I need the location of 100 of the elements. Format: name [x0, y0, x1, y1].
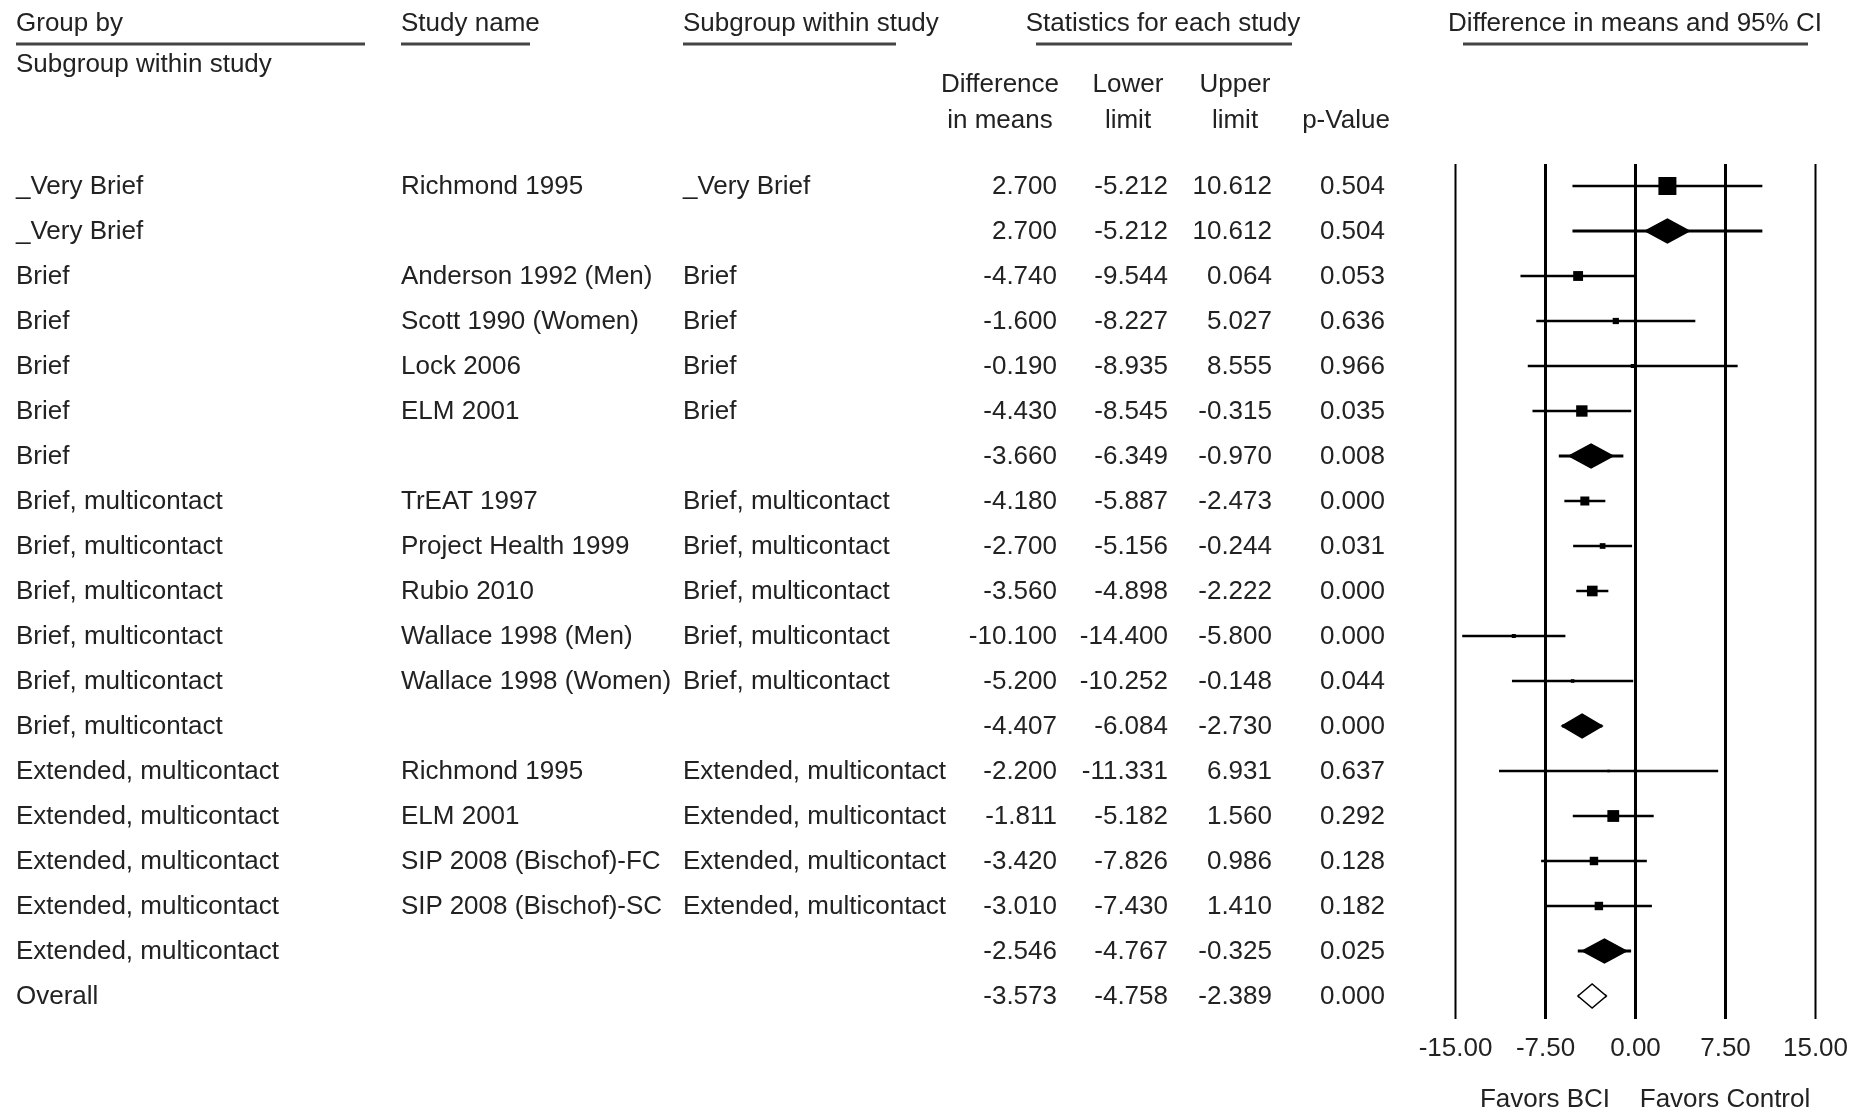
text: -0.190 — [983, 350, 1057, 380]
text: Brief, multicontact — [16, 575, 224, 605]
text: Brief — [683, 350, 738, 380]
text: 2.700 — [991, 170, 1057, 200]
text: -7.826 — [1094, 845, 1168, 875]
text: -0.970 — [1198, 440, 1272, 470]
text: 0.966 — [1319, 350, 1385, 380]
text: -5.212 — [1094, 215, 1168, 245]
text: Brief, multicontact — [683, 575, 891, 605]
text: Brief — [683, 395, 738, 425]
text: Extended, multicontact — [16, 755, 280, 785]
text: Extended, multicontact — [683, 845, 947, 875]
text: Difference in means — [940, 68, 1060, 134]
text: -2.700 — [983, 530, 1057, 560]
text: -4.180 — [983, 485, 1057, 515]
text: 0.000 — [1319, 620, 1385, 650]
text: 10.612 — [1192, 170, 1272, 200]
text: Group by — [16, 7, 123, 37]
text: -0.148 — [1198, 665, 1272, 695]
text: Wallace 1998 (Women) — [401, 665, 672, 695]
text: 0.504 — [1319, 170, 1385, 200]
text: Extended, multicontact — [16, 890, 280, 920]
text: Brief, multicontact — [683, 665, 891, 695]
text: 0.000 — [1319, 485, 1385, 515]
text: Extended, multicontact — [16, 800, 280, 830]
text: Brief — [16, 350, 71, 380]
text: Scott 1990 (Women) — [401, 305, 639, 335]
text: -3.560 — [983, 575, 1057, 605]
text: -4.740 — [983, 260, 1057, 290]
text: Brief, multicontact — [16, 620, 224, 650]
text: Study name — [401, 7, 540, 37]
text: Brief — [16, 305, 71, 335]
text: Extended, multicontact — [683, 755, 947, 785]
text: Upper limit — [1199, 68, 1271, 134]
text: ELM 2001 — [401, 800, 520, 830]
text: -4.758 — [1094, 980, 1168, 1010]
text: -3.010 — [983, 890, 1057, 920]
text: Favors Control — [1639, 1083, 1811, 1113]
text: 0.025 — [1319, 935, 1385, 965]
text: Brief, multicontact — [16, 530, 224, 560]
text: 0.292 — [1319, 800, 1385, 830]
text: Lock 2006 — [401, 350, 521, 380]
text: -7.430 — [1094, 890, 1168, 920]
text: 1.410 — [1206, 890, 1272, 920]
text: -0.244 — [1198, 530, 1272, 560]
text: -2.389 — [1198, 980, 1272, 1010]
text: -2.222 — [1198, 575, 1272, 605]
text: -4.407 — [983, 710, 1057, 740]
text: -2.546 — [983, 935, 1057, 965]
text: 0.000 — [1319, 575, 1385, 605]
text: 0.504 — [1319, 215, 1385, 245]
text: -5.156 — [1094, 530, 1168, 560]
text: Rubio 2010 — [401, 575, 534, 605]
text: 0.008 — [1319, 440, 1385, 470]
text: -3.660 — [983, 440, 1057, 470]
text: -5.182 — [1094, 800, 1168, 830]
text: Brief, multicontact — [683, 620, 891, 650]
text: -10.100 — [968, 620, 1057, 650]
text: Project Health 1999 — [401, 530, 630, 560]
text: p-Value — [1302, 104, 1390, 134]
text: 0.031 — [1319, 530, 1385, 560]
x-tick-label: 15.00 — [1782, 1032, 1849, 1062]
text: -8.935 — [1094, 350, 1168, 380]
x-tick-label: -7.50 — [1515, 1032, 1576, 1062]
chart-title: Difference in means and 95% CI — [1448, 7, 1822, 37]
text: Brief, multicontact — [683, 485, 891, 515]
text: Statistics for each study — [1025, 7, 1301, 37]
text: Subgroup within study — [16, 48, 272, 78]
text: Anderson 1992 (Men) — [401, 260, 653, 290]
text: Extended, multicontact — [683, 800, 947, 830]
text: _Very Brief — [15, 215, 144, 245]
text: Brief, multicontact — [16, 665, 224, 695]
text: Brief, multicontact — [16, 710, 224, 740]
text: -5.800 — [1198, 620, 1272, 650]
text: _Very Brief — [682, 170, 811, 200]
text: 0.000 — [1319, 710, 1385, 740]
text: TrEAT 1997 — [401, 485, 538, 515]
text: ELM 2001 — [401, 395, 520, 425]
text: 1.560 — [1206, 800, 1272, 830]
x-tick-label: -15.00 — [1418, 1032, 1493, 1062]
x-tick-label: 7.50 — [1700, 1032, 1751, 1062]
text: 0.044 — [1319, 665, 1385, 695]
text: -1.811 — [985, 800, 1057, 830]
text: 5.027 — [1206, 305, 1272, 335]
text: 0.000 — [1319, 980, 1385, 1010]
text: -4.898 — [1094, 575, 1168, 605]
text: -2.473 — [1198, 485, 1272, 515]
text: Brief — [16, 440, 71, 470]
text: Brief — [683, 305, 738, 335]
text: -11.331 — [1081, 755, 1168, 785]
text: Overall — [16, 980, 99, 1010]
text: 6.931 — [1206, 755, 1272, 785]
text: -6.349 — [1094, 440, 1168, 470]
text: Brief — [16, 260, 71, 290]
text: 0.128 — [1319, 845, 1385, 875]
text: -5.887 — [1094, 485, 1168, 515]
text: 8.555 — [1206, 350, 1272, 380]
text: 0.637 — [1319, 755, 1385, 785]
text: Subgroup within study — [683, 7, 939, 37]
text: Brief — [683, 260, 738, 290]
